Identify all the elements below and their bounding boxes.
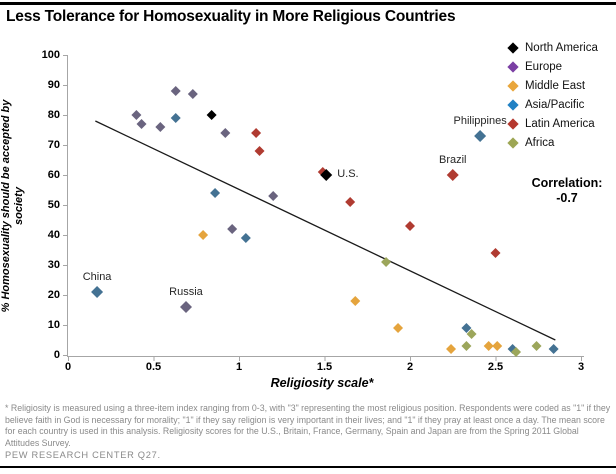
data-point-north-america	[206, 110, 217, 120]
data-point-asia-pacific	[240, 233, 251, 243]
source-line: PEW RESEARCH CENTER Q27.	[5, 450, 161, 460]
legend-item-latin-america: Latin America	[506, 114, 598, 133]
data-point-latin-america	[446, 169, 459, 181]
legend-label: Africa	[525, 136, 555, 149]
data-point-asia-pacific	[91, 286, 104, 298]
legend-label: Asia/Pacific	[525, 98, 585, 111]
legend-item-north-america: North America	[506, 38, 598, 57]
data-point-middle-east	[198, 230, 209, 240]
data-point-asia-pacific	[461, 323, 472, 333]
legend-label: Europe	[525, 60, 563, 73]
point-label-brazil: Brazil	[438, 154, 467, 166]
data-point-africa	[461, 341, 472, 351]
data-point-europe	[155, 122, 166, 132]
legend-diamond-icon	[507, 60, 519, 73]
data-point-middle-east	[393, 323, 404, 333]
data-point-middle-east	[350, 296, 361, 306]
chart-title: Less Tolerance for Homosexuality in More…	[6, 8, 456, 25]
legend-item-asia-pacific: Asia/Pacific	[506, 95, 598, 114]
y-tick-label: 30	[47, 259, 60, 271]
x-tick-label: 2	[406, 361, 414, 373]
data-point-africa	[466, 329, 477, 339]
y-tick-label: 40	[47, 229, 60, 241]
y-tick-label: 50	[47, 199, 60, 211]
y-tick-label: 90	[47, 79, 60, 91]
scatter-chart: % Homosexuality should be accepted by so…	[0, 38, 616, 391]
correlation-label: Correlation:	[531, 176, 603, 190]
legend-diamond-icon	[507, 79, 519, 92]
x-axis-title: Religiosity scale*	[270, 376, 374, 390]
x-tick-label: 0.5	[145, 361, 162, 373]
data-point-middle-east	[446, 344, 457, 354]
x-tick-label: 1.5	[316, 361, 333, 373]
y-tick-label: 0	[53, 349, 60, 361]
data-point-middle-east	[483, 341, 494, 351]
legend-diamond-icon	[507, 41, 519, 54]
x-tick-label: 2.5	[487, 361, 504, 373]
data-point-latin-america	[405, 221, 415, 231]
data-point-africa	[531, 341, 542, 351]
data-point-asia-pacific	[548, 344, 559, 354]
data-point-europe	[268, 191, 279, 201]
trend-line	[95, 120, 556, 341]
legend-item-middle-east: Middle East	[506, 76, 598, 95]
data-point-europe	[220, 128, 231, 138]
x-tick-label: 3	[577, 361, 585, 373]
point-label-russia: Russia	[169, 286, 203, 298]
y-axis-title-line1: % Homosexuality should be accepted by	[0, 99, 12, 313]
y-tick-label: 100	[41, 49, 60, 61]
data-point-africa	[381, 257, 392, 267]
data-point-latin-america	[254, 146, 265, 156]
data-point-middle-east	[492, 341, 503, 351]
data-point-europe	[187, 89, 198, 99]
point-label-us: U.S.	[337, 168, 359, 180]
data-point-europe	[227, 224, 238, 234]
data-point-asia-pacific	[210, 188, 221, 198]
legend-item-africa: Africa	[506, 133, 598, 152]
data-point-latin-america	[251, 128, 262, 138]
data-point-europe	[179, 301, 192, 313]
data-point-africa	[511, 347, 522, 357]
correlation-note: Correlation: -0.7	[517, 176, 616, 206]
legend-label: Latin America	[525, 117, 595, 130]
data-point-europe	[170, 86, 181, 96]
x-tick-label: 1	[235, 361, 243, 373]
y-tick-label: 80	[47, 109, 60, 121]
data-point-europe	[131, 110, 142, 120]
plot-area	[63, 55, 584, 361]
legend: North America Europe Middle East Asia/Pacif…	[506, 38, 598, 152]
bottom-rule	[0, 466, 616, 468]
y-tick-label: 70	[47, 139, 60, 151]
data-point-europe	[136, 119, 147, 129]
legend-diamond-icon	[507, 98, 519, 111]
legend-item-europe: Europe	[506, 57, 598, 76]
point-label-china: China	[82, 271, 112, 283]
footnote: * Religiosity is measured using a three-…	[5, 403, 611, 448]
legend-label: North America	[525, 41, 598, 54]
point-label-philippines: Philippines	[453, 115, 507, 127]
legend-label: Middle East	[525, 79, 586, 92]
data-point-asia-pacific	[170, 113, 181, 123]
data-point-latin-america	[490, 248, 501, 258]
data-point-asia-pacific	[474, 130, 487, 142]
data-point-latin-america	[345, 197, 356, 207]
correlation-value: -0.7	[556, 191, 578, 205]
y-tick-label: 60	[47, 169, 60, 181]
y-tick-label: 20	[47, 289, 60, 301]
legend-diamond-icon	[507, 136, 519, 149]
x-tick-label: 0	[64, 361, 72, 373]
top-rule	[0, 2, 616, 5]
data-point-north-america	[320, 169, 333, 181]
y-tick-label: 10	[47, 319, 60, 331]
